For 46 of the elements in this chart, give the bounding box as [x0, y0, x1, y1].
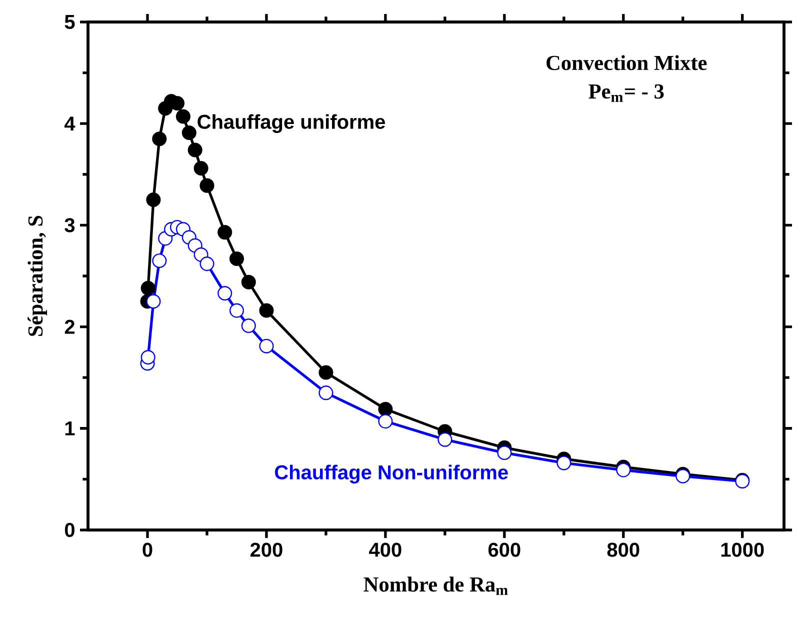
point	[146, 192, 161, 208]
point	[176, 109, 190, 124]
point	[438, 432, 452, 447]
point	[182, 125, 196, 140]
point	[378, 414, 393, 429]
series-label: Chauffage uniforme	[198, 114, 386, 133]
y-tick-label: 0	[64, 522, 74, 538]
y-axis-title: Séparation, S	[28, 216, 48, 336]
point	[497, 446, 512, 460]
point	[140, 280, 156, 296]
annotation: Convection Mixte	[546, 55, 707, 70]
x-tick-label: 600	[488, 542, 520, 557]
x-tick-label: 800	[607, 542, 640, 557]
point	[318, 386, 334, 400]
point	[259, 303, 274, 318]
series-label: Chauffage Non-uniforme	[274, 464, 508, 484]
point	[152, 253, 167, 268]
annotation: Pe$_{m}$= - 3	[588, 84, 664, 102]
point	[188, 142, 202, 158]
x-tick-label: 200	[250, 542, 282, 557]
point	[616, 462, 631, 478]
x-tick-label: 1000	[721, 542, 764, 557]
point	[152, 132, 167, 146]
point	[200, 178, 214, 193]
point	[378, 402, 393, 416]
x-axis-title: Nombre de Ra$_{m}$	[364, 576, 508, 595]
point	[229, 251, 244, 266]
point	[241, 318, 256, 334]
x-tick-label: 0	[142, 542, 152, 557]
point	[241, 274, 256, 290]
point	[259, 338, 274, 354]
point	[556, 456, 572, 470]
point	[229, 303, 244, 318]
point	[218, 225, 232, 240]
point	[140, 350, 156, 365]
y-tick-label: 2	[64, 320, 74, 334]
point	[200, 256, 214, 272]
y-tick-label: 5	[64, 15, 75, 29]
y-tick-label: 4	[64, 116, 76, 130]
y-tick-label: 3	[64, 218, 75, 232]
x-tick-label: 400	[369, 542, 402, 557]
point	[194, 161, 208, 176]
point	[218, 286, 232, 301]
y-tick-label: 1	[65, 422, 75, 436]
point	[146, 294, 161, 309]
point	[318, 365, 334, 380]
